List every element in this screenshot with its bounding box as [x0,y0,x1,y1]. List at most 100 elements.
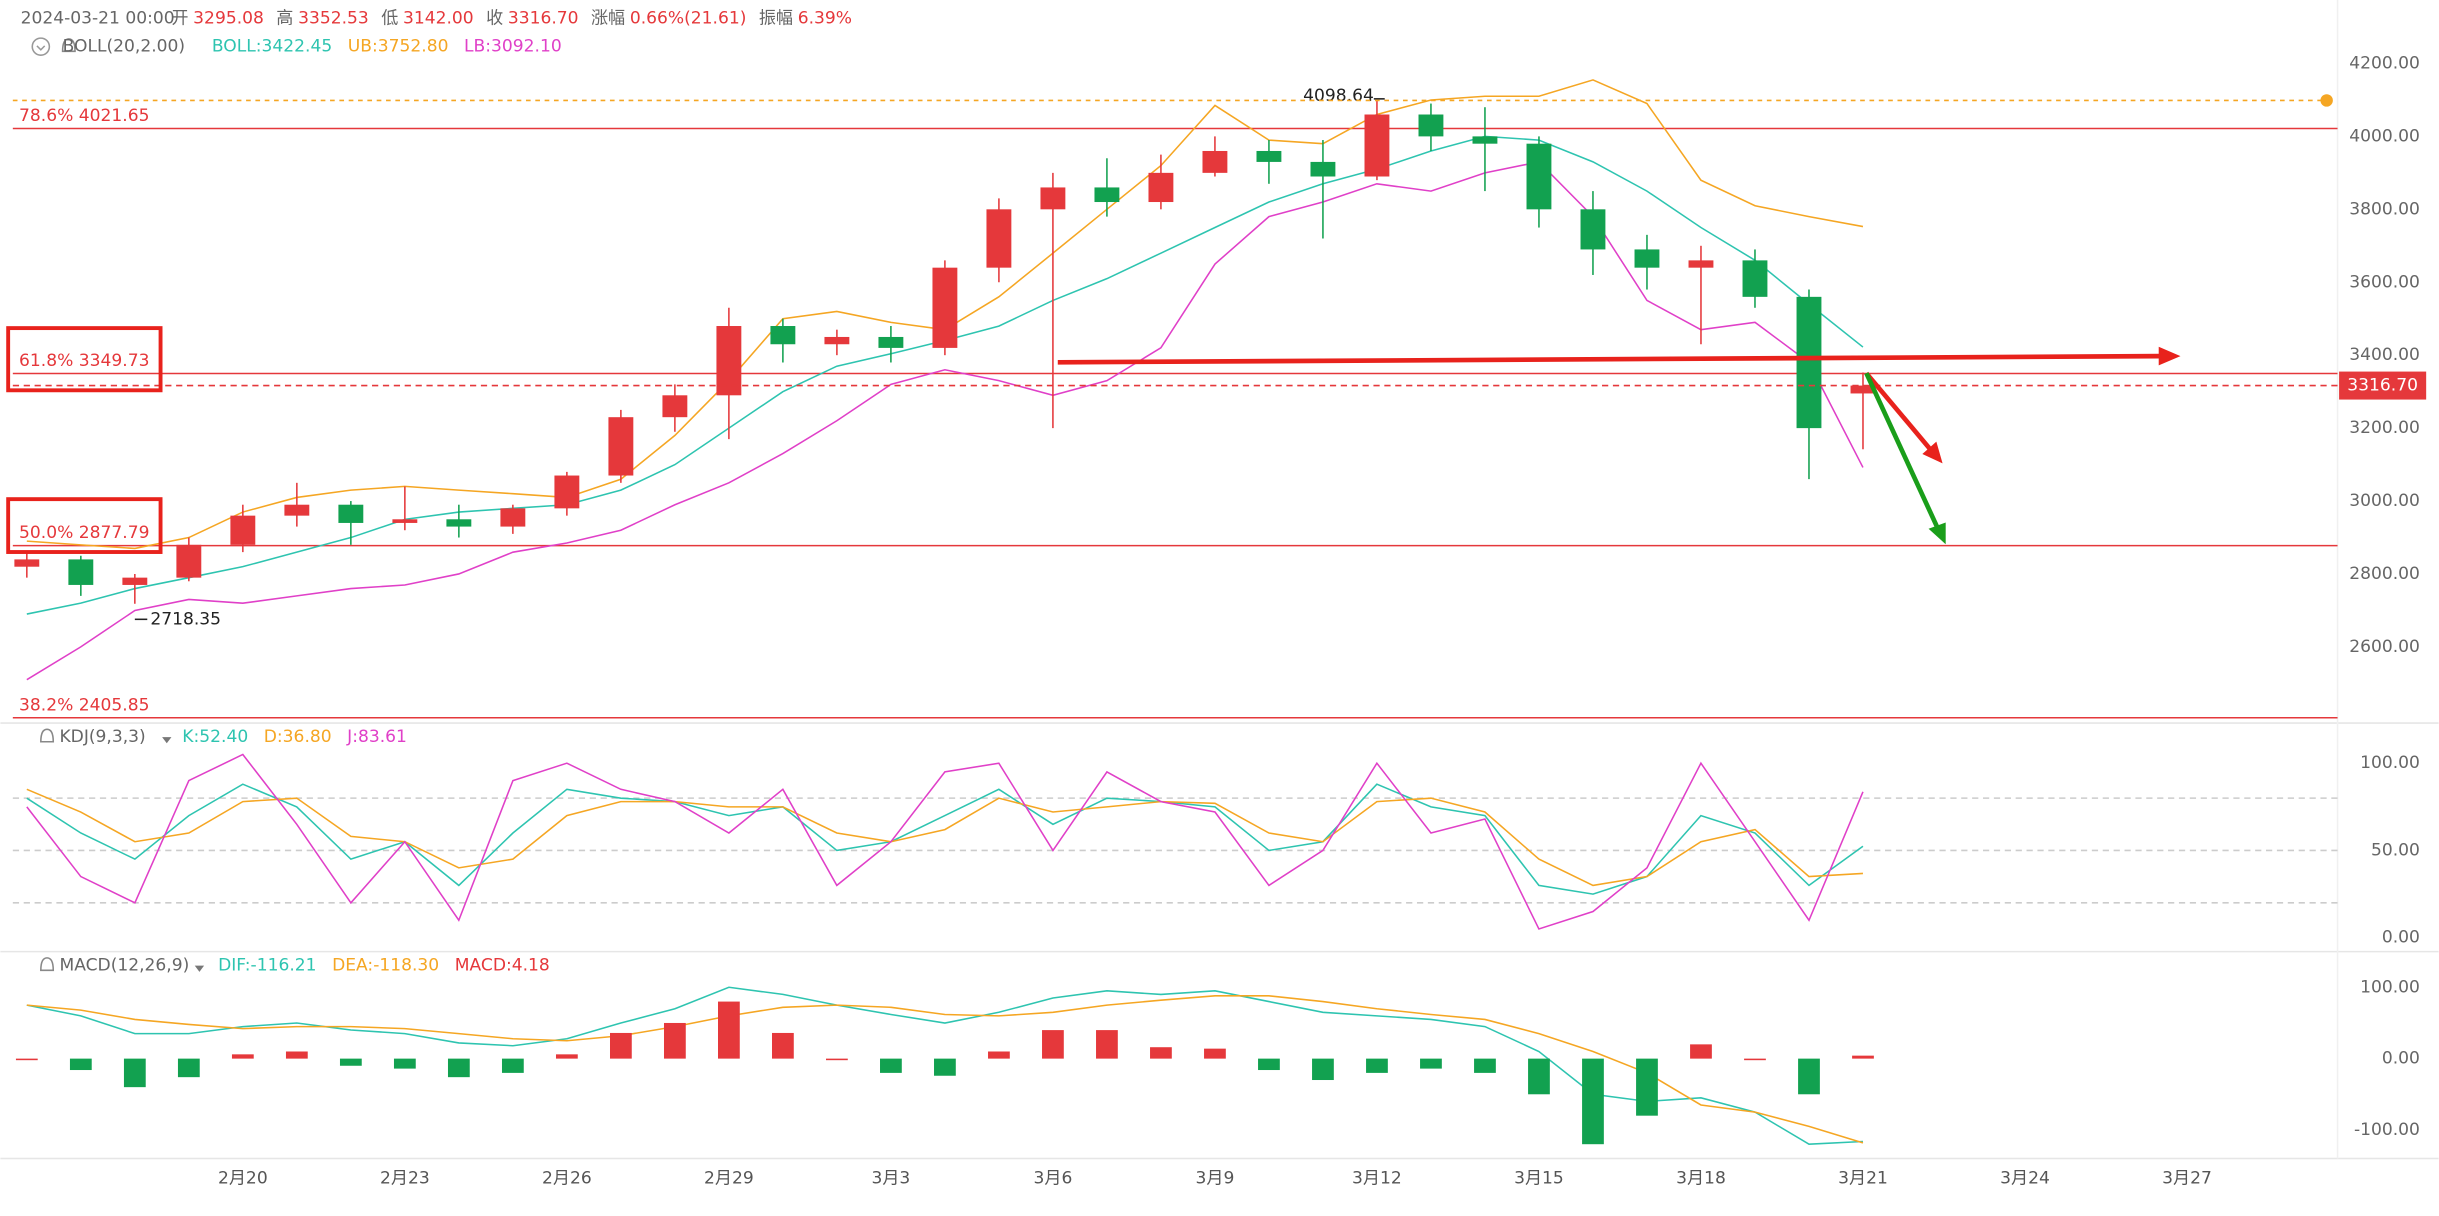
x-tick-label: 2月26 [542,1169,592,1189]
toggle-icon[interactable] [31,37,51,56]
candle-body [122,577,148,585]
header-label: 收 [486,9,503,29]
macd-bar [123,1058,146,1088]
fib-label: 50.0% 2877.79 [19,523,149,543]
high-label: 4098.64 [1303,86,1374,106]
macd-bar [826,1058,848,1061]
legend-entry: D:36.80 [264,727,332,747]
marks: 2024-03-21 00:00开 3295.08 高 3352.53 低 3142.00… [12,9,2427,1189]
candle-body [878,336,904,348]
candle-body [1526,143,1552,210]
dropdown[interactable] [194,965,205,972]
candle-body [1202,150,1228,173]
dropdown[interactable] [162,737,172,744]
x-tick-label: 3月3 [871,1169,910,1189]
indicator-line [26,986,1863,1145]
x-tick-label: 3月27 [2162,1169,2212,1189]
macd-bar [609,1032,632,1059]
header-time: 2024-03-21 00:00 [21,9,175,29]
header-value: 3316.70 [508,9,579,29]
macd-bar [447,1058,470,1078]
header-value: 0.66%(21.61) [630,9,747,29]
y-tick-label: 2800.00 [2349,564,2420,584]
candle-body [1742,260,1768,297]
header-value: 3295.08 [193,9,264,29]
legend-entry: MACD:4.18 [455,956,550,976]
macd-bar [772,1032,794,1059]
macd-bar [1420,1058,1442,1069]
indicator-title: KDJ(9,3,3) [59,727,145,747]
x-tick-label: 3月12 [1352,1169,1402,1189]
toggle-icon [36,45,46,51]
y-tick-label: 3000.00 [2349,491,2420,511]
y-tick-label: -100.00 [2354,1120,2420,1140]
highlight-box [6,326,163,393]
y-tick-label: 3400.00 [2349,345,2420,365]
macd-bar [69,1058,92,1071]
indicator-line [26,753,1864,930]
candle-body [284,504,310,516]
x-tick-label: 2月29 [704,1169,754,1189]
indicator-title: MACD(12,26,9) [59,956,189,976]
header-label: 低 [381,9,398,29]
macd-bar [934,1058,956,1076]
macd-bar [1150,1047,1172,1059]
legend-entry: UB:3752.80 [348,37,449,57]
candle-body [1580,209,1606,250]
legend-entry: DIF:-116.21 [218,956,316,976]
bell-icon [40,957,55,972]
candle-body [230,515,256,545]
macd-bar [1204,1048,1226,1059]
candle-body [608,417,634,476]
x-tick-label: 3月6 [1033,1169,1072,1189]
macd-bar [880,1058,902,1073]
candle-body [1148,172,1174,203]
macd-bar [1582,1058,1604,1145]
candle-body [770,326,796,345]
y-tick-label: 0.00 [2382,928,2420,948]
candle-body [1796,296,1822,429]
y-tick-label: 3200.00 [2349,418,2420,438]
macd-bar [663,1022,686,1059]
y-tick-label: 3600.00 [2349,272,2420,292]
macd-bar [1042,1030,1064,1059]
x-tick-label: 2月20 [218,1169,268,1189]
macd-bar [339,1058,362,1066]
candle-body [1634,249,1660,268]
candle-body [932,267,958,348]
macd-bar [1798,1058,1820,1095]
header-label: 涨幅 [591,9,625,29]
header-label: 振幅 [759,9,793,29]
x-tick-label: 3月24 [2000,1169,2050,1189]
indicator-line [26,788,1863,887]
candle-body [1472,136,1498,144]
candle-body [1256,150,1282,162]
x-tick-label: 3月15 [1514,1169,1564,1189]
candle-body [716,326,742,396]
indicator-title: BOLL(20,2.00) [63,37,186,57]
macd-bar [1096,1030,1118,1059]
arrow-head [2158,346,2181,366]
candle-body [1364,114,1390,177]
candle-body [14,559,40,567]
x-tick-label: 2月23 [380,1169,430,1189]
macd-bar [1474,1058,1496,1073]
macd-bar [231,1054,254,1059]
price-tag-label: 3316.70 [2347,376,2418,396]
macd-bar [1744,1058,1766,1061]
bell-icon [61,38,76,53]
highlight-box [6,497,163,554]
legend-entry: BOLL:3422.45 [212,37,332,57]
candle-body [824,336,850,345]
y-tick-label: 100.00 [2360,977,2420,997]
x-tick-label: 3月18 [1676,1169,1726,1189]
candle-body [662,395,688,418]
legend-entry: J:83.61 [346,727,407,747]
header-value: 3142.00 [403,9,474,29]
indicator-line [26,161,1864,681]
y-tick-label: 50.00 [2371,840,2420,860]
fib-label: 61.8% 3349.73 [19,351,149,371]
legend-entry: LB:3092.10 [464,37,562,57]
